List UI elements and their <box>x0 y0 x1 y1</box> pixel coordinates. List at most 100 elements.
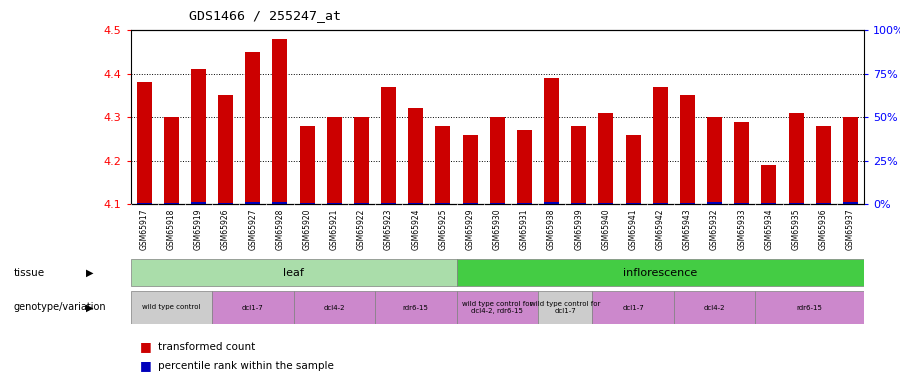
Bar <box>788 113 804 204</box>
Bar <box>517 203 532 204</box>
Bar <box>652 203 668 204</box>
Bar <box>218 203 233 204</box>
Text: GSM65939: GSM65939 <box>574 209 583 250</box>
Text: genotype/variation: genotype/variation <box>14 303 106 312</box>
Text: wild type control for
dcl1-7: wild type control for dcl1-7 <box>530 301 600 314</box>
Bar <box>598 113 614 204</box>
Text: rdr6-15: rdr6-15 <box>796 304 823 310</box>
Bar <box>538 291 592 324</box>
Bar <box>815 203 831 204</box>
Text: dcl4-2: dcl4-2 <box>323 304 345 310</box>
Text: GSM65919: GSM65919 <box>194 209 202 250</box>
Bar <box>273 202 287 204</box>
Bar <box>273 39 287 204</box>
Text: GSM65922: GSM65922 <box>357 209 366 250</box>
Bar <box>164 203 179 204</box>
Bar <box>456 291 538 324</box>
Text: GSM65927: GSM65927 <box>248 209 257 250</box>
Text: dcl1-7: dcl1-7 <box>622 304 644 310</box>
Bar <box>300 203 315 204</box>
Bar <box>572 203 586 204</box>
Bar <box>674 291 755 324</box>
Text: transformed count: transformed count <box>158 342 255 352</box>
Text: inflorescence: inflorescence <box>623 268 698 278</box>
Bar <box>490 203 505 204</box>
Bar <box>463 135 478 204</box>
Bar <box>164 117 179 204</box>
Text: GSM65918: GSM65918 <box>166 209 176 250</box>
Text: dcl1-7: dcl1-7 <box>242 304 264 310</box>
Bar <box>544 78 559 204</box>
Text: tissue: tissue <box>14 268 45 278</box>
Bar <box>815 126 831 204</box>
Bar <box>409 108 423 204</box>
Text: GSM65936: GSM65936 <box>819 209 828 250</box>
Text: GSM65917: GSM65917 <box>140 209 148 250</box>
Bar <box>626 203 641 204</box>
Bar <box>436 203 450 204</box>
Text: wild type control: wild type control <box>142 304 201 310</box>
Bar <box>354 203 369 204</box>
Text: percentile rank within the sample: percentile rank within the sample <box>158 361 333 370</box>
Bar <box>734 122 749 204</box>
Bar <box>130 291 212 324</box>
Bar <box>327 117 342 204</box>
Bar <box>191 202 206 204</box>
Text: GSM65929: GSM65929 <box>465 209 474 250</box>
Bar <box>137 82 151 204</box>
Bar <box>456 260 864 286</box>
Bar <box>843 117 858 204</box>
Bar <box>761 203 777 204</box>
Bar <box>761 165 777 204</box>
Bar <box>381 203 396 204</box>
Text: GSM65943: GSM65943 <box>683 209 692 250</box>
Text: GSM65928: GSM65928 <box>275 209 284 250</box>
Bar <box>246 202 260 204</box>
Text: GDS1466 / 255247_at: GDS1466 / 255247_at <box>189 9 341 22</box>
Bar <box>212 291 293 324</box>
Text: GSM65933: GSM65933 <box>737 209 746 250</box>
Bar <box>354 117 369 204</box>
Bar <box>246 52 260 204</box>
Text: GSM65932: GSM65932 <box>710 209 719 250</box>
Text: GSM65925: GSM65925 <box>438 209 447 250</box>
Text: GSM65935: GSM65935 <box>792 209 801 250</box>
Bar <box>788 203 804 204</box>
Text: dcl4-2: dcl4-2 <box>704 304 725 310</box>
Bar <box>375 291 456 324</box>
Bar <box>130 260 456 286</box>
Bar <box>707 117 722 204</box>
Bar <box>191 69 206 204</box>
Bar <box>843 202 858 204</box>
Text: GSM65930: GSM65930 <box>493 209 502 250</box>
Text: ▶: ▶ <box>86 268 93 278</box>
Bar <box>381 87 396 204</box>
Bar <box>652 87 668 204</box>
Bar <box>463 203 478 204</box>
Text: rdr6-15: rdr6-15 <box>403 304 428 310</box>
Bar <box>707 202 722 204</box>
Bar <box>544 202 559 204</box>
Bar <box>734 203 749 204</box>
Bar <box>755 291 864 324</box>
Text: GSM65937: GSM65937 <box>846 209 855 250</box>
Text: GSM65938: GSM65938 <box>547 209 556 250</box>
Text: ■: ■ <box>140 359 151 372</box>
Bar <box>592 291 674 324</box>
Text: GSM65920: GSM65920 <box>302 209 311 250</box>
Text: ■: ■ <box>140 340 151 353</box>
Bar <box>218 95 233 204</box>
Bar <box>409 203 423 204</box>
Bar <box>572 126 586 204</box>
Bar <box>680 95 695 204</box>
Text: GSM65931: GSM65931 <box>520 209 529 250</box>
Text: GSM65940: GSM65940 <box>601 209 610 250</box>
Bar <box>327 203 342 204</box>
Bar <box>598 203 614 204</box>
Bar <box>517 130 532 204</box>
Bar <box>436 126 450 204</box>
Text: GSM65926: GSM65926 <box>221 209 230 250</box>
Text: wild type control for
dcl4-2, rdr6-15: wild type control for dcl4-2, rdr6-15 <box>462 301 533 314</box>
Bar <box>300 126 315 204</box>
Text: GSM65923: GSM65923 <box>384 209 393 250</box>
